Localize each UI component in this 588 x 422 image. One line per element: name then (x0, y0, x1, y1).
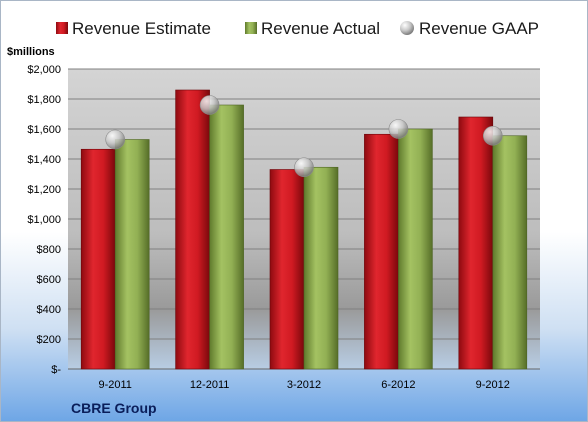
marker-gaap (388, 119, 409, 139)
legend-swatch-estimate (56, 22, 68, 34)
x-category-label: 9-2012 (476, 379, 510, 391)
y-tick-label: $2,000 (27, 64, 61, 76)
bar-estimate (364, 133, 399, 370)
y-axis-ticks: $- $200 $400 $600 $800 $1,000 $1,200 $1,400 $1,6… (27, 64, 61, 376)
bar-actual (492, 135, 528, 370)
x-category-label: 12-2011 (190, 379, 230, 391)
bar-actual (303, 166, 339, 370)
y-tick-label: $1,000 (27, 214, 61, 226)
x-category-label: 9-2011 (98, 379, 131, 391)
y-tick-label: $400 (37, 304, 61, 316)
bar-estimate (175, 89, 210, 370)
x-category-label: 6-2012 (381, 379, 415, 391)
bar-estimate (458, 116, 494, 370)
y-tick-label: $1,800 (27, 94, 61, 106)
x-axis-categories: 9-2011 12-2011 3-2012 6-2012 9-2012 (98, 379, 509, 391)
bar-actual (114, 139, 150, 370)
marker-gaap (199, 95, 220, 115)
bar-actual (398, 128, 433, 370)
bar-estimate (269, 169, 305, 370)
y-tick-label: $200 (37, 334, 61, 346)
legend-swatch-gaap (400, 21, 414, 35)
y-tick-label: $- (51, 364, 61, 376)
company-name: CBRE Group (71, 400, 157, 416)
marker-gaap (482, 125, 503, 146)
y-tick-label: $600 (37, 274, 61, 286)
bars (80, 89, 528, 370)
legend-label-actual: Revenue Actual (261, 19, 380, 38)
legend-label-estimate: Revenue Estimate (72, 19, 211, 38)
y-axis-unit-label: $millions (7, 46, 55, 58)
gaap-markers (105, 95, 503, 178)
legend-label-gaap: Revenue GAAP (419, 19, 539, 38)
x-category-label: 3-2012 (287, 379, 321, 391)
legend: Revenue Estimate Revenue Actual Revenue … (56, 19, 539, 38)
y-tick-label: $1,600 (27, 124, 61, 136)
bar-estimate (80, 148, 116, 370)
marker-gaap (105, 129, 125, 150)
legend-swatch-actual (245, 22, 257, 34)
bar-actual (209, 104, 244, 370)
y-tick-label: $1,400 (27, 154, 61, 166)
marker-gaap (294, 157, 314, 178)
y-tick-label: $800 (37, 244, 61, 256)
y-tick-label: $1,200 (27, 184, 61, 196)
